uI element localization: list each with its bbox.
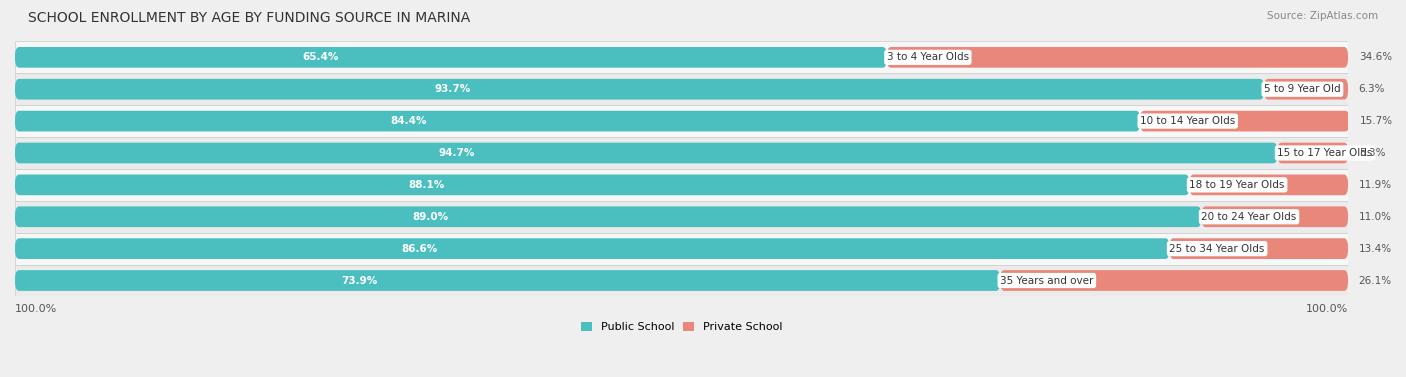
- Text: SCHOOL ENROLLMENT BY AGE BY FUNDING SOURCE IN MARINA: SCHOOL ENROLLMENT BY AGE BY FUNDING SOUR…: [28, 11, 471, 25]
- Text: 35 Years and over: 35 Years and over: [1000, 276, 1094, 285]
- FancyBboxPatch shape: [1278, 143, 1348, 163]
- Text: 73.9%: 73.9%: [342, 276, 378, 285]
- Text: 88.1%: 88.1%: [408, 180, 444, 190]
- Text: 5 to 9 Year Old: 5 to 9 Year Old: [1264, 84, 1341, 94]
- Text: 100.0%: 100.0%: [15, 304, 58, 314]
- Text: 18 to 19 Year Olds: 18 to 19 Year Olds: [1189, 180, 1285, 190]
- FancyBboxPatch shape: [15, 169, 1348, 201]
- FancyBboxPatch shape: [15, 73, 1348, 105]
- Text: 13.4%: 13.4%: [1358, 244, 1392, 254]
- Text: 11.9%: 11.9%: [1358, 180, 1392, 190]
- Text: 34.6%: 34.6%: [1358, 52, 1392, 62]
- FancyBboxPatch shape: [1140, 111, 1350, 132]
- FancyBboxPatch shape: [15, 143, 1278, 163]
- FancyBboxPatch shape: [15, 265, 1348, 296]
- FancyBboxPatch shape: [15, 79, 1264, 100]
- Text: 15.7%: 15.7%: [1360, 116, 1393, 126]
- FancyBboxPatch shape: [1202, 206, 1348, 227]
- Text: 5.3%: 5.3%: [1358, 148, 1385, 158]
- Text: 93.7%: 93.7%: [434, 84, 470, 94]
- Text: 84.4%: 84.4%: [391, 116, 427, 126]
- FancyBboxPatch shape: [15, 41, 1348, 73]
- FancyBboxPatch shape: [15, 137, 1348, 169]
- FancyBboxPatch shape: [15, 238, 1170, 259]
- FancyBboxPatch shape: [1264, 79, 1348, 100]
- FancyBboxPatch shape: [15, 105, 1348, 137]
- Text: 65.4%: 65.4%: [302, 52, 339, 62]
- FancyBboxPatch shape: [15, 47, 887, 68]
- FancyBboxPatch shape: [1000, 270, 1348, 291]
- Text: 94.7%: 94.7%: [439, 148, 475, 158]
- Text: 11.0%: 11.0%: [1358, 212, 1392, 222]
- FancyBboxPatch shape: [15, 233, 1348, 265]
- FancyBboxPatch shape: [1170, 238, 1348, 259]
- Text: 10 to 14 Year Olds: 10 to 14 Year Olds: [1140, 116, 1236, 126]
- Text: 25 to 34 Year Olds: 25 to 34 Year Olds: [1170, 244, 1265, 254]
- Text: 89.0%: 89.0%: [412, 212, 449, 222]
- Text: 26.1%: 26.1%: [1358, 276, 1392, 285]
- FancyBboxPatch shape: [15, 206, 1202, 227]
- Text: 86.6%: 86.6%: [401, 244, 437, 254]
- Legend: Public School, Private School: Public School, Private School: [576, 318, 787, 337]
- Text: Source: ZipAtlas.com: Source: ZipAtlas.com: [1267, 11, 1378, 21]
- Text: 20 to 24 Year Olds: 20 to 24 Year Olds: [1202, 212, 1296, 222]
- Text: 100.0%: 100.0%: [1306, 304, 1348, 314]
- FancyBboxPatch shape: [1189, 175, 1348, 195]
- FancyBboxPatch shape: [15, 175, 1189, 195]
- FancyBboxPatch shape: [15, 111, 1140, 132]
- Text: 3 to 4 Year Olds: 3 to 4 Year Olds: [887, 52, 969, 62]
- FancyBboxPatch shape: [15, 270, 1000, 291]
- FancyBboxPatch shape: [887, 47, 1348, 68]
- FancyBboxPatch shape: [15, 201, 1348, 233]
- Text: 15 to 17 Year Olds: 15 to 17 Year Olds: [1278, 148, 1372, 158]
- Text: 6.3%: 6.3%: [1358, 84, 1385, 94]
